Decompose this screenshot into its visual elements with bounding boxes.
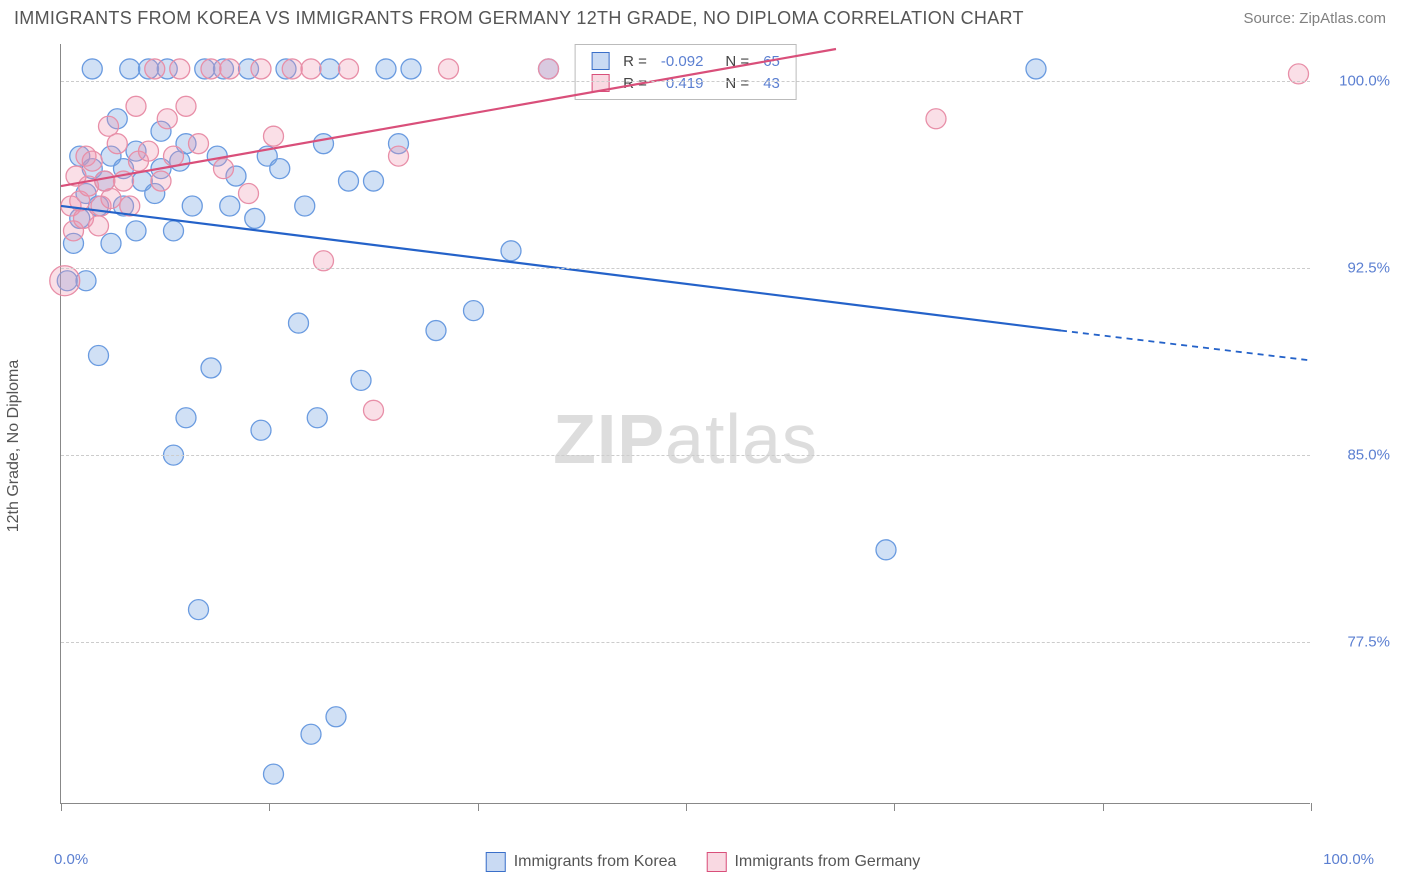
y-tick-label: 92.5% — [1347, 260, 1390, 277]
data-point — [157, 109, 177, 129]
legend: Immigrants from Korea Immigrants from Ge… — [486, 852, 921, 872]
data-point — [164, 146, 184, 166]
data-point — [176, 408, 196, 428]
data-point — [1026, 59, 1046, 79]
data-point — [270, 159, 290, 179]
data-point — [264, 764, 284, 784]
x-tick — [894, 803, 895, 811]
data-point — [439, 59, 459, 79]
legend-swatch — [706, 852, 726, 872]
data-point — [426, 321, 446, 341]
data-point — [239, 184, 259, 204]
data-point — [107, 134, 127, 154]
data-point — [364, 400, 384, 420]
data-point — [339, 59, 359, 79]
legend-swatch — [486, 852, 506, 872]
data-point — [264, 126, 284, 146]
data-point — [220, 59, 240, 79]
x-axis-min-label: 0.0% — [54, 851, 88, 868]
data-point — [176, 96, 196, 116]
data-point — [376, 59, 396, 79]
source-attribution: Source: ZipAtlas.com — [1243, 10, 1386, 27]
data-point — [145, 59, 165, 79]
data-point — [214, 159, 234, 179]
gridline — [61, 455, 1310, 456]
data-point — [220, 196, 240, 216]
x-tick — [269, 803, 270, 811]
gridline — [61, 81, 1310, 82]
data-point — [182, 196, 202, 216]
data-point — [326, 707, 346, 727]
data-point — [126, 96, 146, 116]
x-tick — [61, 803, 62, 811]
trend-line-extrapolated — [1061, 331, 1311, 361]
data-point — [50, 266, 80, 296]
data-point — [139, 141, 159, 161]
data-point — [289, 313, 309, 333]
data-point — [151, 171, 171, 191]
legend-item: Immigrants from Germany — [706, 852, 920, 872]
data-point — [282, 59, 302, 79]
data-point — [201, 358, 221, 378]
x-tick — [1103, 803, 1104, 811]
data-point — [245, 208, 265, 228]
data-point — [101, 188, 121, 208]
data-point — [351, 370, 371, 390]
legend-item: Immigrants from Korea — [486, 852, 677, 872]
x-tick — [478, 803, 479, 811]
data-point — [189, 600, 209, 620]
gridline — [61, 642, 1310, 643]
x-tick — [686, 803, 687, 811]
data-point — [876, 540, 896, 560]
legend-label: Immigrants from Germany — [734, 853, 920, 871]
x-tick — [1311, 803, 1312, 811]
data-point — [126, 221, 146, 241]
data-point — [101, 233, 121, 253]
data-point — [926, 109, 946, 129]
data-point — [89, 216, 109, 236]
data-point — [307, 408, 327, 428]
data-point — [539, 59, 559, 79]
data-point — [164, 221, 184, 241]
legend-label: Immigrants from Korea — [514, 853, 677, 871]
data-point — [82, 59, 102, 79]
data-point — [189, 134, 209, 154]
data-point — [89, 345, 109, 365]
data-point — [82, 151, 102, 171]
data-point — [301, 724, 321, 744]
data-point — [389, 146, 409, 166]
x-axis-max-label: 100.0% — [1323, 851, 1374, 868]
y-axis-title: 12th Grade, No Diploma — [5, 360, 23, 533]
data-point — [314, 134, 334, 154]
data-point — [364, 171, 384, 191]
data-point — [320, 59, 340, 79]
data-point — [170, 59, 190, 79]
y-tick-label: 100.0% — [1339, 73, 1390, 90]
data-point — [301, 59, 321, 79]
data-point — [501, 241, 521, 261]
data-point — [464, 301, 484, 321]
data-point — [401, 59, 421, 79]
gridline — [61, 268, 1310, 269]
data-point — [251, 420, 271, 440]
chart-plot-area: ZIPatlas R = -0.092 N = 65 R = 0.419 N =… — [60, 44, 1310, 804]
data-point — [251, 59, 271, 79]
data-point — [339, 171, 359, 191]
data-point — [295, 196, 315, 216]
data-point — [120, 59, 140, 79]
y-tick-label: 77.5% — [1347, 634, 1390, 651]
y-tick-label: 85.0% — [1347, 447, 1390, 464]
data-point — [201, 59, 221, 79]
chart-title: IMMIGRANTS FROM KOREA VS IMMIGRANTS FROM… — [14, 8, 1024, 29]
scatter-plot-svg — [61, 44, 1310, 803]
